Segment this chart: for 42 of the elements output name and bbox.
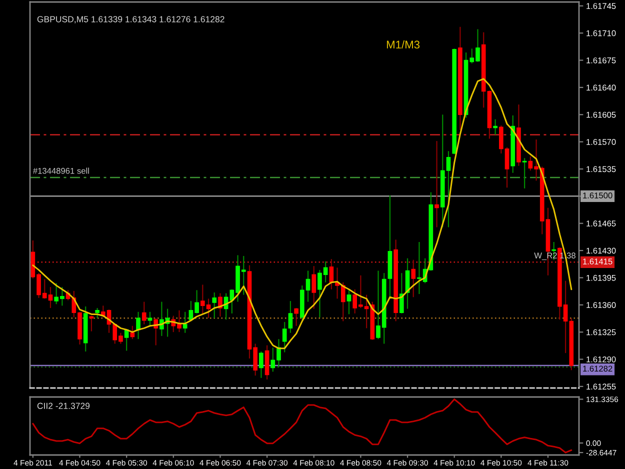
y-tick-label: 1.61745 (586, 3, 616, 9)
y-tick-label: 1.61535 (586, 166, 616, 172)
candlestick (294, 307, 298, 326)
ref-line-label: 1.61282 (583, 366, 612, 372)
candlestick (136, 311, 140, 340)
candlestick (148, 311, 152, 326)
y-tick-label: 1.61395 (586, 274, 616, 281)
candlestick (182, 311, 188, 334)
text: M1/M3 (386, 40, 420, 49)
y-tick-label: 1.61710 (586, 30, 616, 36)
candlestick (142, 301, 146, 325)
y-tick-label: 1.61465 (586, 220, 616, 226)
y-tick-label: 1.61290 (586, 356, 616, 362)
y-tick-label: 1.61675 (586, 57, 616, 64)
y-tick-label: 1.61255 (586, 384, 616, 390)
candlestick (522, 158, 527, 189)
candlestick (95, 307, 100, 319)
y-tick-label: 1.61605 (586, 112, 616, 118)
candlestick (212, 292, 217, 319)
y-tick-label: 1.61640 (586, 84, 616, 91)
candlestick (411, 259, 416, 298)
candlestick (312, 266, 316, 310)
annotation: #13448961 sell (32, 168, 89, 174)
text: CII2 -21.3729 (37, 402, 90, 409)
y-tick-label: 1.61570 (586, 139, 616, 145)
candlestick (493, 118, 498, 136)
y-tick-label: 1.61325 (586, 329, 616, 336)
candlestick (89, 315, 94, 332)
candlestick (288, 300, 293, 334)
candlestick (346, 290, 352, 315)
y-tick-label: 1.61430 (586, 248, 616, 254)
candlestick (259, 350, 264, 378)
ref-line-label: 1.61500 (583, 192, 612, 198)
candlestick (218, 292, 222, 318)
ref-line-label: 1.61415 (583, 258, 612, 264)
line-series (32, 398, 572, 454)
candlestick (434, 140, 439, 228)
y-tick-label: 1.61360 (586, 302, 616, 308)
candlestick (130, 325, 135, 340)
candlestick (399, 272, 404, 314)
text: GBPUSD,M5 1.61339 1.61343 1.61276 1.61282 (37, 16, 224, 24)
candlestick (282, 321, 287, 353)
